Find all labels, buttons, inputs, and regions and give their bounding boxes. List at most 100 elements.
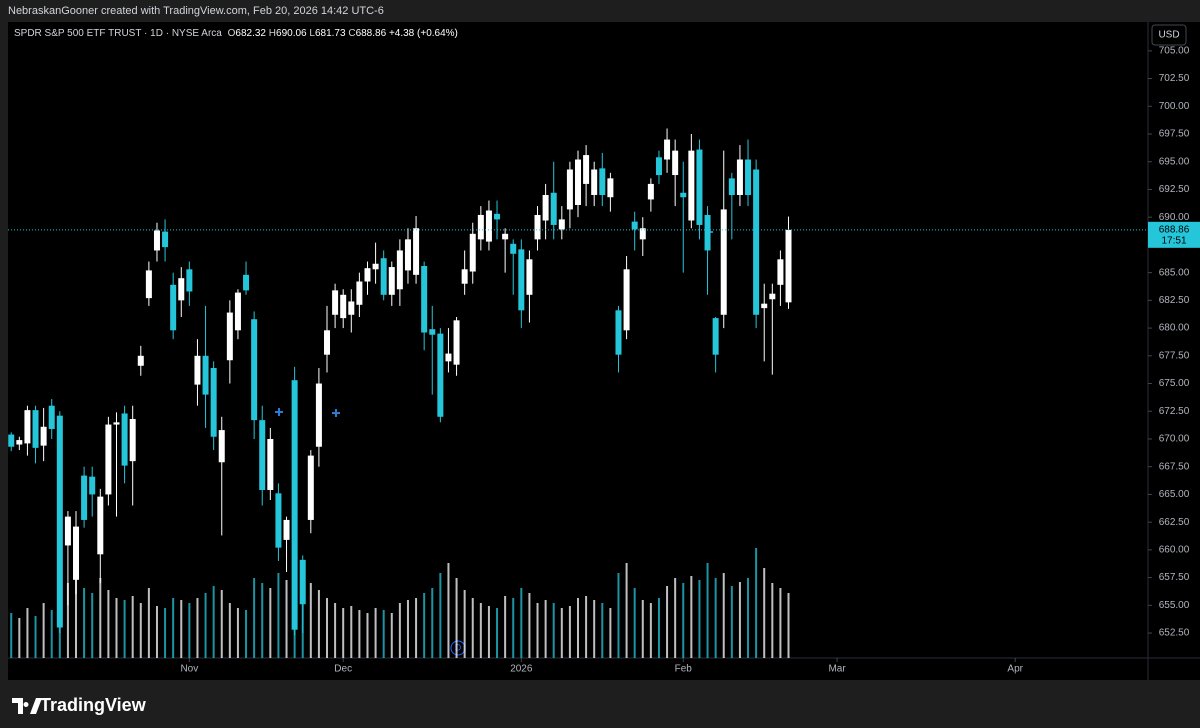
volume-bar [26, 608, 29, 658]
volume-bar [253, 578, 256, 658]
dividend-marker[interactable]: D [455, 642, 462, 652]
y-tick-label: 685.00 [1159, 267, 1190, 278]
y-tick-label: 660.00 [1159, 545, 1190, 556]
candle-body [445, 353, 452, 362]
y-tick-label: 695.00 [1159, 156, 1190, 167]
volume-bar [649, 603, 652, 658]
candles [8, 128, 792, 658]
candle-body [170, 284, 177, 331]
volume-bar [528, 593, 531, 658]
event-marker [332, 409, 340, 417]
ohlc-value: 690.06 [276, 28, 307, 39]
candle-body [64, 516, 71, 546]
candle-body [477, 214, 484, 240]
candle-body [48, 405, 55, 429]
volume-bar [382, 610, 385, 658]
candle-body [315, 383, 322, 447]
volume-bar [42, 603, 45, 658]
candle-body [56, 415, 63, 628]
candle-body [113, 422, 120, 425]
candle-body [623, 269, 630, 331]
volume-bar [487, 606, 490, 658]
volume-bar [196, 598, 199, 658]
last-price-label: 688.86 [1159, 224, 1190, 235]
volume-bar [698, 580, 701, 658]
candle-body [73, 526, 80, 580]
candle-body [558, 219, 565, 230]
volume-bar [139, 603, 142, 658]
currency-button[interactable] [1151, 24, 1187, 46]
volume-bar [560, 608, 563, 658]
volume-bar [755, 548, 758, 658]
volume-bar [50, 610, 53, 658]
candle-body [194, 355, 201, 385]
volume-bar [463, 590, 466, 658]
candle-body [396, 250, 403, 290]
volume-bar [544, 600, 547, 658]
volume-bar [204, 593, 207, 658]
volume-bar [520, 588, 523, 658]
candle-body [591, 169, 598, 196]
candle-body [761, 303, 768, 309]
volume-bar [609, 608, 612, 658]
candle-body [388, 267, 395, 295]
y-tick-label: 692.50 [1159, 184, 1190, 195]
candle-body [413, 228, 420, 275]
candle-body [162, 231, 169, 248]
x-tick-label: Feb [675, 664, 693, 675]
volume-bar [277, 573, 280, 658]
volume-bar [406, 600, 409, 658]
candle-body [777, 259, 784, 285]
candle-body [534, 214, 541, 240]
ohlc-label: C [348, 28, 355, 39]
volume-bar [99, 578, 102, 658]
volume-bar [730, 586, 733, 658]
volume-bar [423, 593, 426, 658]
volume-bar [512, 598, 515, 658]
y-tick-label: 680.00 [1159, 323, 1190, 334]
candle-body [575, 159, 581, 205]
volume-bar [115, 598, 118, 658]
volume-bar [91, 593, 94, 658]
currency[interactable]: USD [1158, 30, 1179, 41]
volume-bar [657, 598, 660, 658]
volume-bar [374, 608, 377, 658]
candle-body [299, 559, 306, 605]
candle-body [234, 292, 241, 331]
volume-bar [666, 586, 669, 658]
brand: TradingView [40, 695, 147, 715]
candle-body [404, 239, 411, 271]
volume-bar [593, 600, 596, 658]
volume-bar [552, 603, 555, 658]
candle-body [607, 178, 614, 198]
candle-body [664, 139, 671, 160]
candle-body [145, 270, 152, 299]
volume-bar [447, 563, 450, 658]
candle-body [226, 312, 233, 361]
volume-bar [83, 588, 86, 658]
candle-body [81, 475, 88, 520]
volume-bar [617, 573, 620, 658]
y-tick-label: 677.50 [1159, 350, 1190, 361]
candle-body [769, 293, 776, 300]
candle-body [720, 209, 727, 315]
volume-bar [714, 578, 717, 658]
change: +4.38 [389, 28, 415, 39]
volume-bar [131, 596, 134, 658]
candle-body [105, 424, 112, 495]
candle-body [380, 258, 387, 295]
candle-body [421, 265, 428, 333]
candle-body [307, 455, 314, 520]
candle-body [785, 229, 792, 303]
symbol: SPDR S&P 500 ETF TRUST · 1D · NYSE Arca [14, 28, 222, 39]
volume-bar [285, 580, 288, 658]
candle-body [97, 496, 104, 555]
x-tick-label: Dec [334, 664, 352, 675]
volume-bar [188, 603, 191, 658]
x-tick-label: Mar [828, 664, 846, 675]
y-tick-label: 682.50 [1159, 295, 1190, 306]
volume-bar [390, 613, 393, 658]
volume-bar [75, 568, 78, 658]
volume-bar [220, 590, 223, 658]
y-tick-label: 662.50 [1159, 517, 1190, 528]
